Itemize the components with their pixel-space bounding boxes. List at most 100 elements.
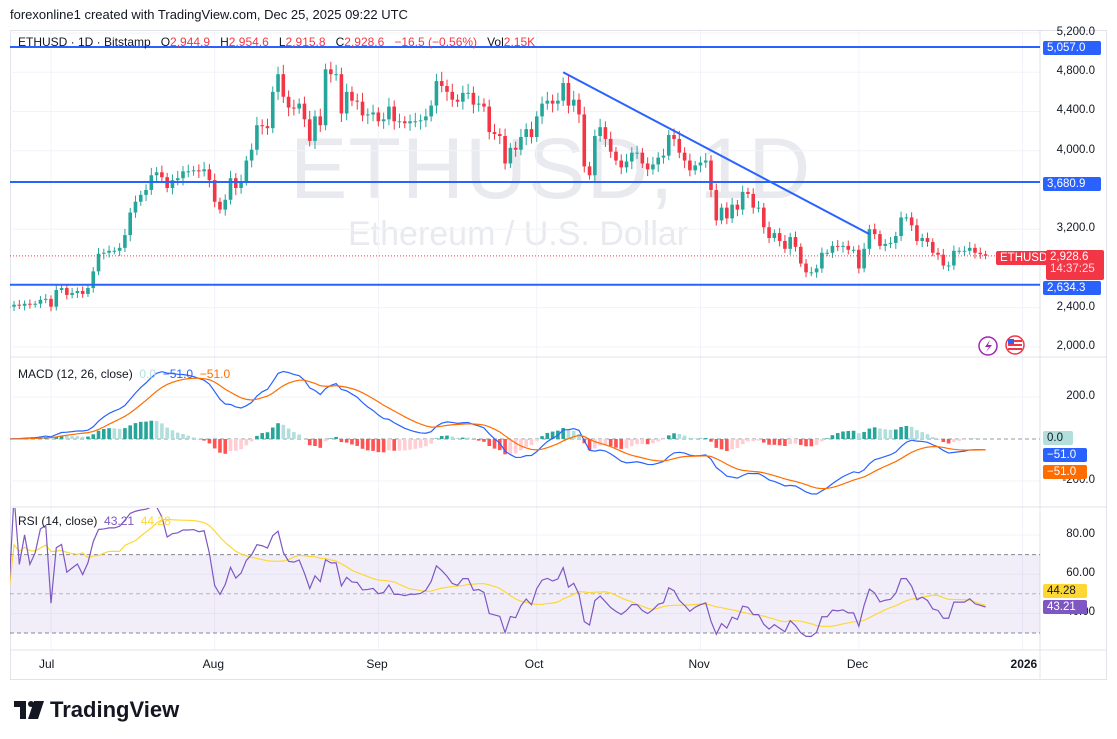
macd-histogram-bar [91, 434, 96, 439]
macd-histogram-bar [107, 428, 111, 439]
macd-histogram-bar [223, 439, 228, 454]
macd-histogram-bar [672, 433, 676, 439]
candle-body [297, 103, 301, 109]
rsi-value: 43.21 [104, 514, 135, 528]
macd-histogram-bar [651, 439, 655, 444]
macd-histogram-bar [461, 437, 465, 439]
candle-body [598, 127, 602, 137]
macd-histogram-bar [772, 439, 777, 445]
macd-histogram-bar [920, 432, 924, 439]
macd-histogram-bar [265, 432, 270, 439]
symbol-legend[interactable]: ETHUSD · 1D · Bitstamp O2,944.9 H2,954.6… [18, 35, 535, 49]
macd-histogram-bar [165, 427, 169, 439]
macd-histogram-bar [218, 439, 222, 453]
macd-histogram-bar [65, 435, 69, 439]
macd-histogram-bar [471, 439, 476, 440]
candle-body [17, 304, 22, 306]
candle-body [503, 136, 507, 164]
axis-tick-label: 3,200.0 [1056, 222, 1095, 235]
signal-axis-label: −51.0 [1043, 465, 1087, 479]
candle-body [154, 172, 159, 176]
macd-value: −51.0 [162, 367, 194, 381]
candle-body [43, 298, 48, 300]
candle-body [38, 299, 43, 304]
candle-body [608, 138, 613, 152]
macd-pane[interactable] [9, 370, 1040, 495]
candle-body [418, 120, 423, 122]
macd-histogram-bar [534, 439, 539, 441]
candle-body [170, 180, 175, 188]
macd-histogram-bar [619, 439, 624, 449]
signal-line [10, 377, 986, 490]
candle-body [703, 160, 708, 163]
rsi-legend[interactable]: RSI (14, close) 43.21 44.28 [18, 514, 171, 528]
macd-histogram-bar [894, 429, 898, 439]
watermark-description: Ethereum / U.S. Dollar [348, 215, 689, 253]
macd-histogram-bar [661, 439, 666, 440]
bolt-icon[interactable] [978, 336, 998, 356]
us-flag-icon[interactable] [1005, 335, 1025, 355]
macd-histogram-bar [408, 439, 412, 450]
macd-histogram-bar [703, 438, 708, 439]
rsi-line [10, 508, 986, 637]
macd-histogram-bar [149, 420, 154, 439]
candle-body [788, 237, 792, 249]
candle-body [978, 252, 983, 255]
macd-histogram-bar [762, 439, 766, 443]
macd-histogram-bar [513, 439, 518, 454]
candle-body [49, 298, 53, 307]
volume-value: 2.15K [503, 35, 536, 49]
candle-body [825, 252, 829, 254]
macd-histogram-bar [439, 436, 444, 439]
candle-body [883, 243, 888, 246]
macd-histogram-bar [80, 436, 85, 439]
macd-histogram-bar [318, 439, 323, 448]
time-tick-label: Nov [688, 657, 710, 671]
macd-histogram-bar [593, 439, 597, 449]
rsi-pane[interactable] [9, 496, 1040, 637]
candle-body [360, 101, 365, 116]
candle-body [640, 152, 645, 164]
candle-body [556, 100, 560, 104]
candle-body [33, 303, 37, 305]
candle-body [197, 170, 201, 172]
macd-histogram-bar [397, 439, 402, 451]
macd-histogram-bar [788, 439, 792, 445]
candle-body [709, 160, 713, 190]
macd-histogram-bar [777, 439, 782, 446]
candle-body [814, 268, 819, 273]
candle-body [413, 121, 418, 123]
macd-title: MACD (12, 26, close) [18, 367, 133, 381]
candle-body [656, 157, 660, 165]
candle-body [587, 166, 592, 176]
level-label-2634: 2,634.3 [1043, 281, 1101, 295]
macd-histogram-bar [930, 437, 935, 439]
axis-tick-label: 200.0 [1066, 390, 1095, 402]
candle-body [482, 103, 486, 107]
candle-body [387, 106, 391, 120]
candle-body [614, 151, 618, 161]
macd-histogram-bar [571, 430, 576, 439]
candle-body [123, 235, 127, 248]
symbol-info: ETHUSD · 1D · Bitstamp [18, 35, 151, 49]
macd-histogram-bar [191, 437, 196, 439]
macd-histogram-bar [709, 439, 713, 442]
candle-body [144, 189, 148, 195]
candle-body [962, 250, 967, 252]
candle-body [746, 191, 750, 194]
candle-body [946, 265, 951, 267]
time-tick-label: 2026 [1010, 657, 1038, 671]
macd-histogram-bar [561, 428, 565, 439]
macd-histogram-bar [503, 439, 507, 455]
price-pane[interactable] [7, 46, 1040, 312]
macd-histogram-bar [228, 439, 233, 452]
candle-body [318, 116, 323, 126]
macd-legend[interactable]: MACD (12, 26, close) 0.0 −51.0 −51.0 [18, 367, 230, 381]
tradingview-logo[interactable]: TradingView [14, 697, 179, 723]
macd-histogram-bar [492, 439, 497, 449]
macd-histogram-bar [424, 439, 428, 447]
axis-tick-label: 2,400.0 [1056, 300, 1095, 313]
candle-body [28, 303, 32, 305]
candle-body [682, 152, 687, 161]
